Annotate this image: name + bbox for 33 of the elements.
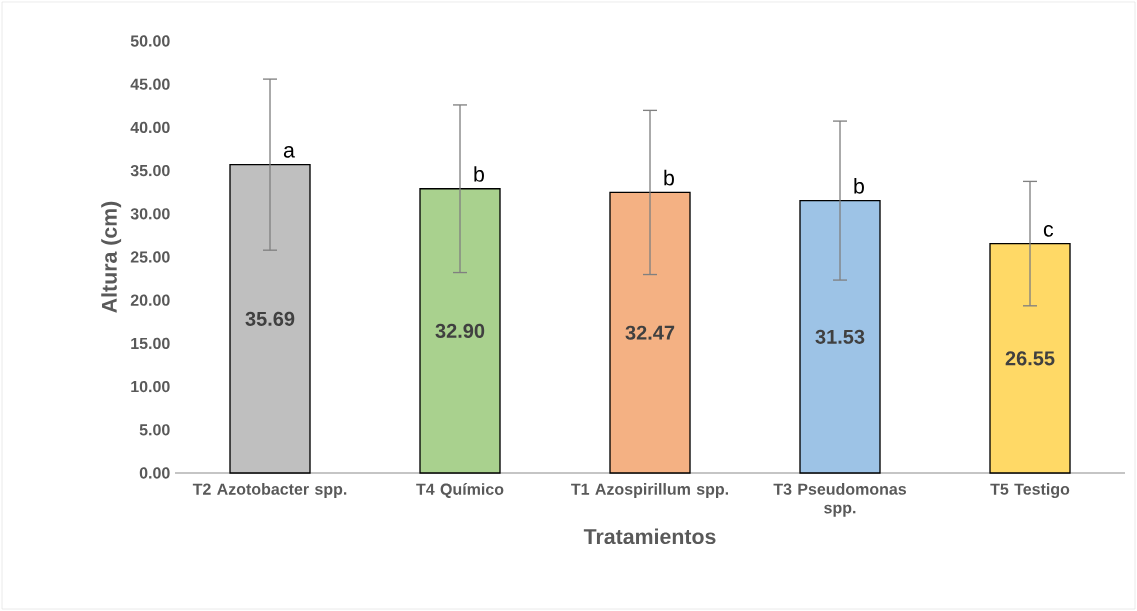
y-tick-label: 35.00: [130, 164, 170, 177]
data-label: 35.69: [245, 311, 295, 326]
bar: [609, 191, 691, 474]
x-axis-title: Tratamientos: [583, 528, 716, 545]
y-tick-label: 25.00: [130, 251, 170, 263]
data-label: 32.47: [625, 325, 675, 340]
x-tick-label: T2 Azotobacter spp.: [192, 483, 347, 498]
annotation: b: [854, 177, 864, 194]
y-tick-label: 20.00: [130, 294, 170, 306]
x-tick-label: T4 Químico: [416, 483, 504, 498]
y-tick-label: 30.00: [130, 208, 170, 220]
data-label: 31.53: [815, 329, 865, 344]
y-tick-label: 40.00: [130, 121, 170, 134]
y-tick-label: 0.00: [139, 467, 170, 479]
x-tick-label: T3 Pseudomonas spp.: [773, 483, 907, 517]
bar: [229, 163, 311, 474]
y-tick-label: 50.00: [130, 35, 170, 47]
annotation: b: [474, 166, 484, 182]
y-tick-label: 5.00: [139, 424, 170, 436]
bar: [799, 199, 881, 474]
bar: [989, 242, 1071, 474]
annotation: c: [1043, 224, 1054, 237]
x-tick-label: T5 Testigo: [990, 483, 1070, 499]
y-tick-label: 10.00: [131, 380, 170, 393]
bar: [419, 188, 501, 474]
annotation: a: [283, 146, 295, 158]
x-tick-label: T1 Azospirillum spp.: [571, 483, 729, 498]
y-axis-title: Altura (cm): [101, 201, 122, 313]
data-label: 32.90: [435, 323, 485, 338]
y-tick-label: 45.00: [130, 78, 170, 90]
data-label: 26.55: [1005, 351, 1055, 366]
y-tick-label: 15.00: [131, 337, 170, 350]
annotation: b: [664, 169, 674, 186]
